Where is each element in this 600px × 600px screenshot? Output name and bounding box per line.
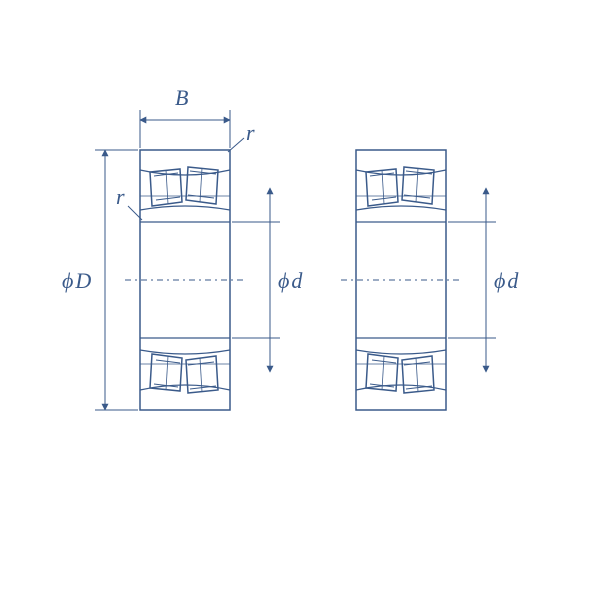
upper-roller-left bbox=[140, 167, 230, 222]
lower-roller-left bbox=[140, 338, 230, 393]
dim-width-B bbox=[140, 110, 230, 148]
label-B: B bbox=[175, 85, 188, 110]
bearing-diagram: B ϕD ϕd ϕd r r bbox=[0, 0, 600, 600]
right-bearing-section bbox=[341, 150, 461, 410]
label-phi-d-left: ϕd bbox=[278, 268, 303, 293]
label-r-top: r bbox=[246, 120, 255, 145]
label-phi-D: ϕD bbox=[62, 268, 91, 293]
label-r-inner: r bbox=[116, 184, 125, 209]
left-bearing-section bbox=[125, 150, 245, 410]
label-phi-d-right: ϕd bbox=[494, 268, 519, 293]
